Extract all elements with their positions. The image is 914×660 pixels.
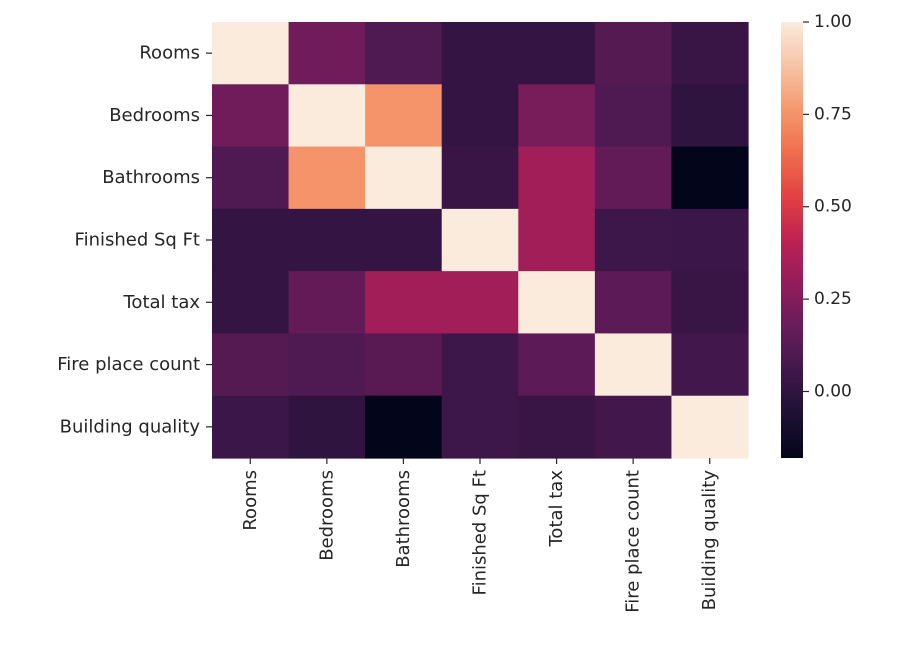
- cell-finished-sq-ft-building-quality: [671, 208, 749, 272]
- cell-building-quality-bathrooms: [365, 395, 443, 459]
- cell-finished-sq-ft-bathrooms: [365, 208, 443, 272]
- x-tick-label-bathrooms: Bathrooms: [393, 470, 414, 568]
- cell-fire-place-count-bedrooms: [288, 333, 366, 397]
- heatmap-cells: [212, 22, 749, 459]
- x-tick-label-building-quality: Building quality: [699, 470, 720, 611]
- cell-bathrooms-finished-sq-ft: [441, 146, 519, 210]
- cell-total-tax-finished-sq-ft: [441, 271, 519, 335]
- cell-bathrooms-building-quality: [671, 146, 749, 210]
- cell-bedrooms-bedrooms: [288, 84, 366, 148]
- cell-total-tax-building-quality: [671, 271, 749, 335]
- cell-building-quality-fire-place-count: [594, 395, 673, 459]
- cell-building-quality-rooms: [212, 395, 290, 459]
- cell-rooms-bathrooms: [365, 22, 443, 85]
- cell-finished-sq-ft-fire-place-count: [594, 208, 673, 272]
- cell-rooms-finished-sq-ft: [441, 22, 519, 85]
- x-tick-label-fire-place-count: Fire place count: [623, 470, 644, 613]
- cell-total-tax-rooms: [212, 271, 290, 335]
- colorbar-tick-label: 1.00: [814, 12, 852, 32]
- cell-building-quality-finished-sq-ft: [441, 395, 519, 459]
- cell-bedrooms-rooms: [212, 84, 290, 148]
- cell-bathrooms-bathrooms: [365, 146, 443, 210]
- cell-bedrooms-finished-sq-ft: [441, 84, 519, 148]
- x-tick-label-finished-sq-ft: Finished Sq Ft: [470, 470, 491, 595]
- cell-fire-place-count-bathrooms: [365, 333, 443, 397]
- cell-fire-place-count-total-tax: [518, 333, 596, 397]
- y-tick-label-bedrooms: Bedrooms: [109, 105, 200, 126]
- cell-finished-sq-ft-finished-sq-ft: [441, 208, 519, 272]
- cell-rooms-bedrooms: [288, 22, 366, 85]
- y-tick-label-finished-sq-ft: Finished Sq Ft: [75, 230, 200, 251]
- cell-bathrooms-total-tax: [518, 146, 596, 210]
- cell-total-tax-fire-place-count: [594, 271, 673, 335]
- cell-bedrooms-fire-place-count: [594, 84, 673, 148]
- cell-finished-sq-ft-total-tax: [518, 208, 596, 272]
- cell-building-quality-bedrooms: [288, 395, 366, 459]
- column-labels: Rooms Bedrooms Bathrooms Finished Sq Ft Tota…: [240, 458, 720, 613]
- cell-bathrooms-fire-place-count: [594, 146, 673, 210]
- y-tick-label-total-tax: Total tax: [123, 292, 201, 313]
- cell-fire-place-count-rooms: [212, 333, 290, 397]
- cell-bathrooms-bedrooms: [288, 146, 366, 210]
- cell-rooms-fire-place-count: [594, 22, 673, 85]
- cell-bedrooms-bathrooms: [365, 84, 443, 148]
- y-tick-label-fire-place-count: Fire place count: [57, 354, 200, 375]
- cell-total-tax-bedrooms: [288, 271, 366, 335]
- cell-rooms-rooms: [212, 22, 290, 85]
- x-tick-label-rooms: Rooms: [240, 470, 261, 531]
- cell-fire-place-count-fire-place-count: [594, 333, 673, 397]
- colorbar-tick-label: 0.75: [814, 104, 852, 124]
- cell-finished-sq-ft-bedrooms: [288, 208, 366, 272]
- cell-bedrooms-total-tax: [518, 84, 596, 148]
- y-tick-label-bathrooms: Bathrooms: [102, 167, 200, 188]
- row-labels: Rooms Bedrooms Bathrooms Finished Sq Ft Tota…: [57, 43, 212, 437]
- colorbar-tick-label: 0.25: [814, 289, 852, 309]
- x-tick-label-bedrooms: Bedrooms: [316, 470, 337, 561]
- x-tick-label-total-tax: Total tax: [546, 470, 567, 548]
- cell-rooms-total-tax: [518, 22, 596, 85]
- cell-fire-place-count-finished-sq-ft: [441, 333, 519, 397]
- cell-bedrooms-building-quality: [671, 84, 749, 148]
- cell-finished-sq-ft-rooms: [212, 208, 290, 272]
- colorbar-tick-label: 0.50: [814, 197, 852, 217]
- cell-bathrooms-rooms: [212, 146, 290, 210]
- y-tick-label-rooms: Rooms: [139, 43, 200, 64]
- cell-rooms-building-quality: [671, 22, 749, 85]
- cell-total-tax-total-tax: [518, 271, 596, 335]
- cell-fire-place-count-building-quality: [671, 333, 749, 397]
- cell-building-quality-total-tax: [518, 395, 596, 459]
- cell-total-tax-bathrooms: [365, 271, 443, 335]
- colorbar-gradient: [781, 22, 803, 458]
- colorbar-tick-label: 0.00: [814, 381, 852, 401]
- colorbar: 0.00 0.25 0.50 0.75 1.00: [781, 12, 852, 458]
- cell-building-quality-building-quality: [671, 395, 749, 459]
- y-tick-label-building-quality: Building quality: [60, 416, 201, 437]
